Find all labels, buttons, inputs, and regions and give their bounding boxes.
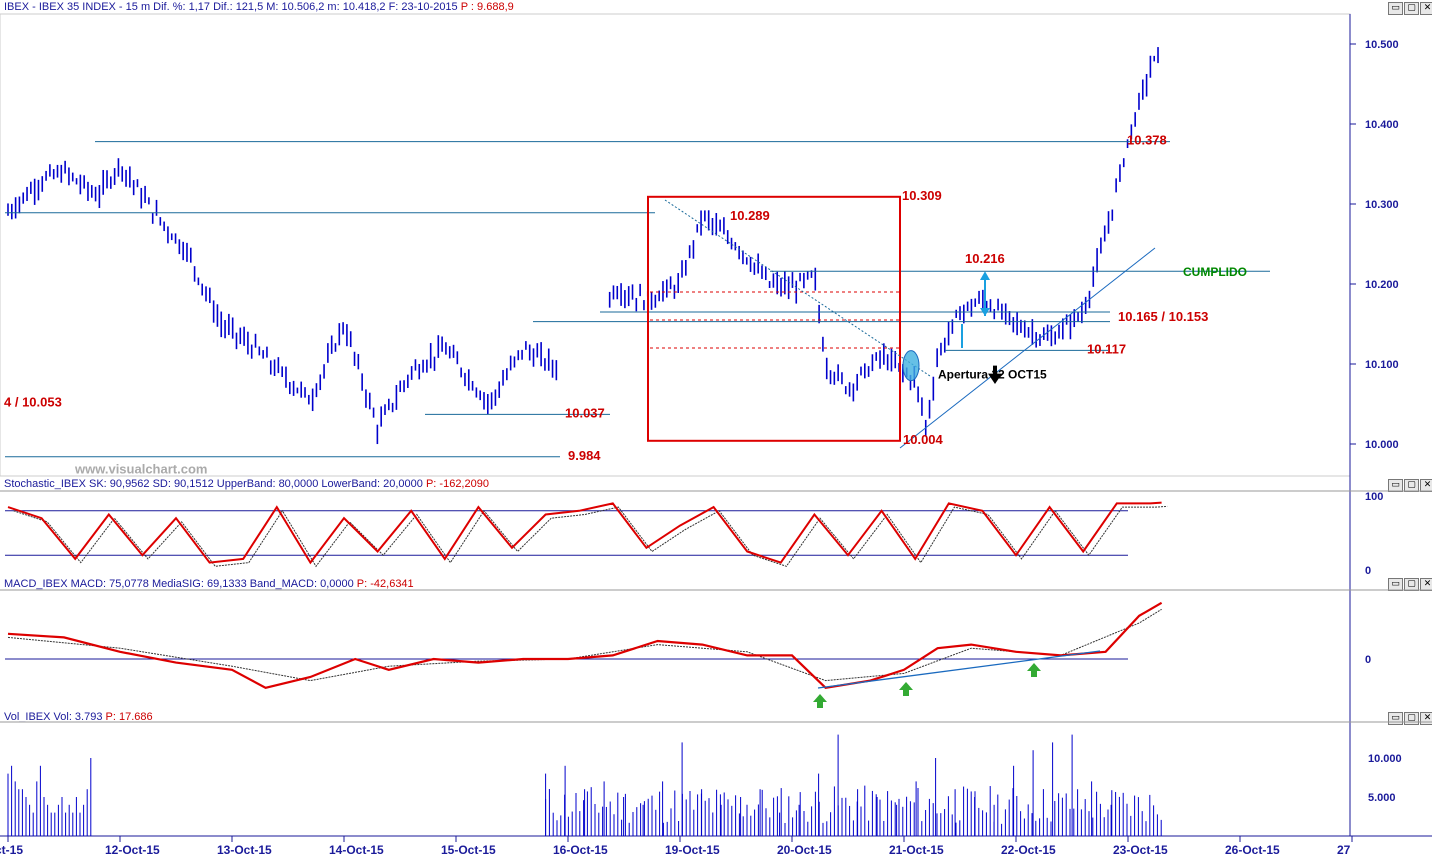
y-tick-label: 10.300 (1365, 199, 1399, 211)
price-panel-frame (0, 13, 1351, 477)
label-9984: 9.984 (568, 448, 601, 463)
green-up-arrow (813, 694, 827, 708)
x-tick-label: 16-Oct-15 (553, 843, 608, 857)
x-tick-label: 13-Oct-15 (217, 843, 272, 857)
macd-y-label: 0 (1365, 654, 1371, 666)
macd-panel-header: MACD_IBEX MACD: 75,0778 MediaSIG: 69,133… (4, 578, 414, 590)
label-10165: 10.165 / 10.153 (1118, 309, 1208, 324)
label-10309: 10.309 (902, 188, 942, 203)
highlight-ellipse (902, 350, 920, 382)
label-10037: 10.037 (565, 405, 605, 420)
arrow-head (980, 271, 990, 280)
maximize-button[interactable]: ▢ (1404, 2, 1419, 15)
watermark: www.visualchart.com (74, 462, 207, 477)
label-10004: 10.004 (903, 432, 944, 447)
label-10289: 10.289 (730, 208, 770, 223)
stoch-sd-line (13, 505, 1168, 568)
macd-trend-line (817, 650, 1101, 689)
header-segment: P : 9.688,9 (460, 1, 514, 13)
x-tick-label: 27 (1337, 843, 1351, 857)
header-segment: IBEX - IBEX 35 INDEX - 15 m Dif. %: 1,17… (4, 1, 461, 13)
x-tick-label: 22-Oct-15 (1001, 843, 1056, 857)
close-button[interactable]: ✕ (1420, 2, 1432, 15)
header-segment: P: -42,6341 (356, 578, 414, 590)
x-tick-label: 19-Oct-15 (665, 843, 720, 857)
x-tick-label: 20-Oct-15 (777, 843, 832, 857)
label-apertura: Apertura 22 OCT15 (938, 367, 1047, 381)
y-tick-label: 10.100 (1365, 359, 1399, 371)
x-tick-label: 12-Oct-15 (105, 843, 160, 857)
dotted-trend-line (664, 199, 931, 377)
vol-y-label: 5.000 (1368, 792, 1396, 804)
x-tick-label: 9-Oct-15 (0, 843, 23, 857)
vol-y-label: 10.000 (1368, 753, 1402, 765)
x-tick-label: 14-Oct-15 (329, 843, 384, 857)
label-cumplido: CUMPLIDO (1183, 265, 1247, 279)
price-panel-header: IBEX - IBEX 35 INDEX - 15 m Dif. %: 1,17… (4, 1, 514, 13)
macd-signal-line (7, 608, 1162, 682)
range-box (647, 195, 901, 442)
header-segment: Vol_IBEX Vol: 3.793 (4, 711, 106, 723)
label-10053: 4 / 10.053 (4, 395, 62, 410)
x-tick-label: 15-Oct-15 (441, 843, 496, 857)
header-segment: Stochastic_IBEX SK: 90,9562 SD: 90,1512 … (4, 478, 426, 490)
stochastic-panel-header: Stochastic_IBEX SK: 90,9562 SD: 90,1512 … (4, 478, 489, 490)
trend-line (899, 247, 1156, 449)
minimize-button[interactable]: ▭ (1388, 578, 1403, 591)
label-10378: 10.378 (1127, 133, 1167, 148)
x-tick-label: 21-Oct-15 (889, 843, 944, 857)
green-up-arrow (899, 682, 913, 696)
green-up-arrow (1027, 663, 1041, 677)
y-tick-label: 10.200 (1365, 279, 1399, 291)
label-10216: 10.216 (965, 251, 1005, 266)
arrow-head (980, 308, 990, 316)
stoch-y-label: 100 (1365, 491, 1383, 503)
volume-panel-header: Vol_IBEX Vol: 3.793 P: 17.686 (4, 711, 153, 723)
x-tick-label: 26-Oct-15 (1225, 843, 1280, 857)
stoch-y-label: 0 (1365, 565, 1371, 577)
stoch-sk-line (7, 501, 1162, 565)
x-tick-label: 23-Oct-15 (1113, 843, 1168, 857)
maximize-button[interactable]: ▢ (1404, 578, 1419, 591)
header-segment: P: 17.686 (105, 711, 153, 723)
y-tick-label: 10.000 (1365, 439, 1399, 451)
macd-line (7, 601, 1163, 689)
y-tick-label: 10.500 (1365, 39, 1399, 51)
minimize-button[interactable]: ▭ (1388, 2, 1403, 15)
label-10117: 10.117 (1087, 341, 1126, 356)
black-up-arrow (988, 365, 1002, 384)
header-segment: P: -162,2090 (425, 478, 489, 490)
header-segment: MACD_IBEX MACD: 75,0778 MediaSIG: 69,133… (4, 578, 357, 590)
y-tick-label: 10.400 (1365, 119, 1399, 131)
